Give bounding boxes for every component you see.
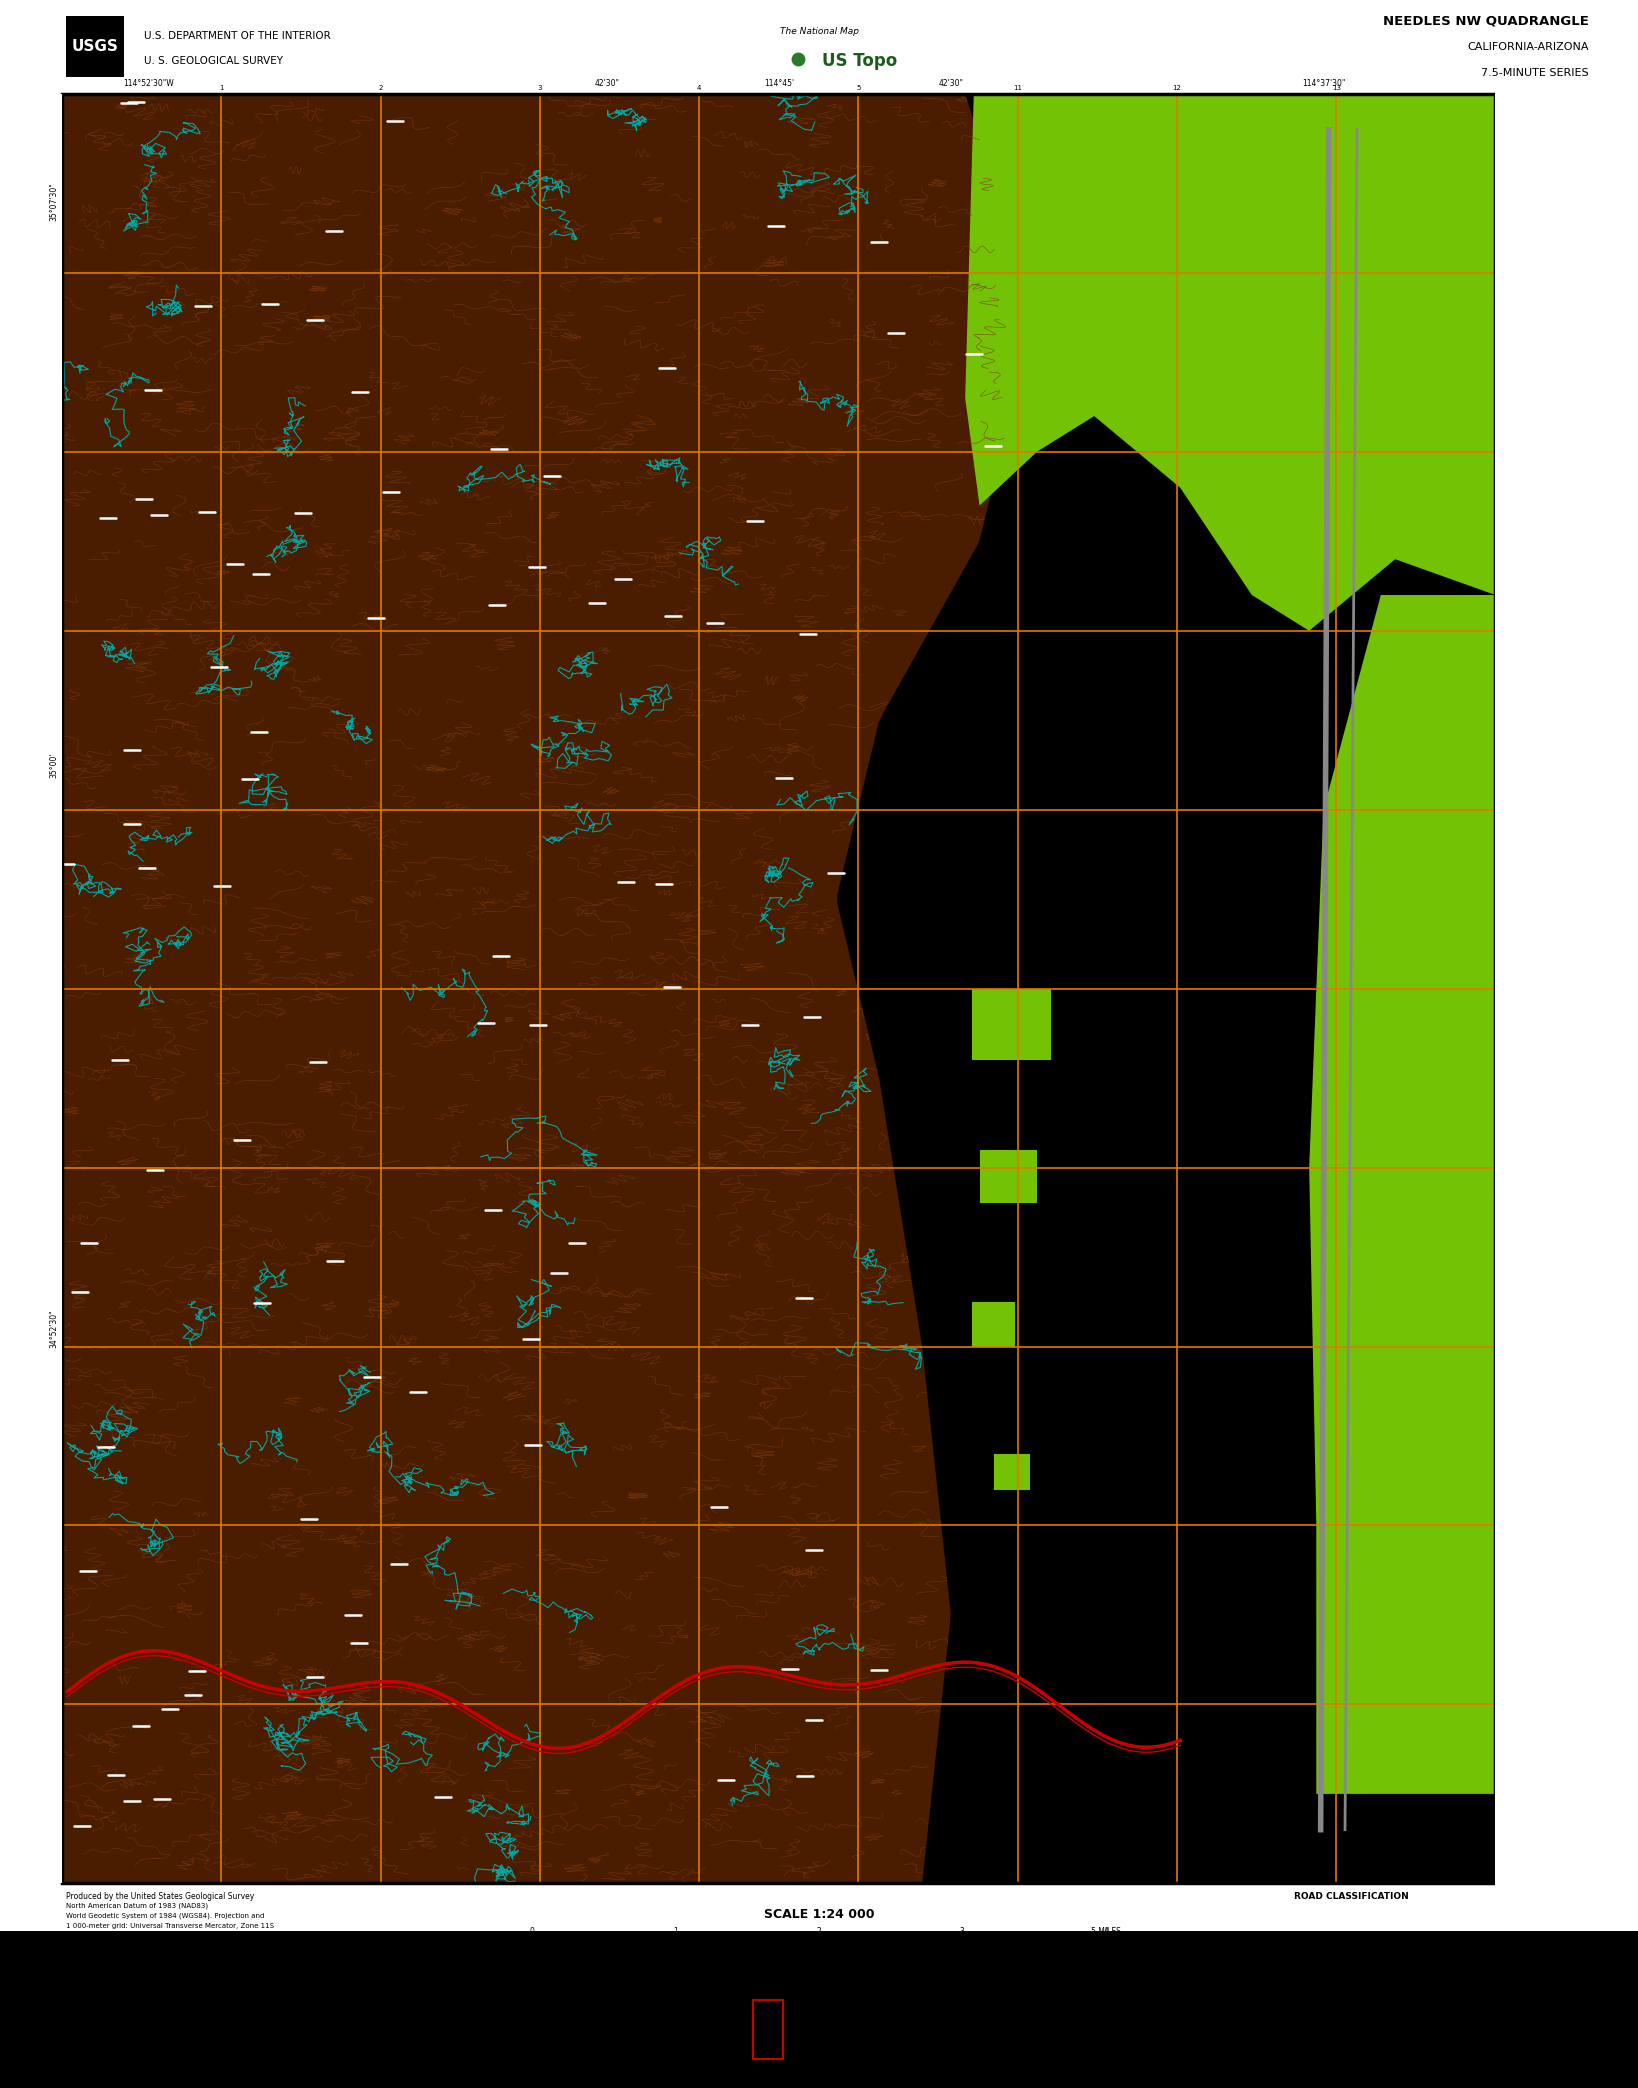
Text: 0: 0 xyxy=(531,1927,534,1936)
Text: 13: 13 xyxy=(1332,86,1342,92)
Text: ROAD CLASSIFICATION: ROAD CLASSIFICATION xyxy=(1294,1892,1409,1900)
Text: The National Map: The National Map xyxy=(780,27,858,35)
Bar xyxy=(1034,1938,1106,1954)
Polygon shape xyxy=(965,94,1495,631)
Text: 12: 12 xyxy=(1173,86,1181,92)
Text: KILOMETERS: KILOMETERS xyxy=(794,1956,844,1967)
Text: 3: 3 xyxy=(960,1927,965,1936)
Bar xyxy=(62,94,1495,1883)
Text: 1 000-meter grid: Universal Transverse Mercator, Zone 11S: 1 000-meter grid: Universal Transverse M… xyxy=(66,1923,274,1929)
Text: NEEDLES NW QUADRANGLE: NEEDLES NW QUADRANGLE xyxy=(1382,15,1589,27)
Text: 114°45': 114°45' xyxy=(763,79,794,88)
Bar xyxy=(973,990,1052,1061)
Bar xyxy=(994,1453,1030,1489)
Bar xyxy=(753,2000,783,2059)
Bar xyxy=(604,1938,676,1954)
Text: 1: 1 xyxy=(219,86,224,92)
Text: 4: 4 xyxy=(698,86,701,92)
Bar xyxy=(66,17,124,77)
Polygon shape xyxy=(62,94,1022,1883)
Bar xyxy=(891,1938,963,1954)
Bar xyxy=(747,1938,819,1954)
Text: U. S. GEOLOGICAL SURVEY: U. S. GEOLOGICAL SURVEY xyxy=(144,56,283,67)
Text: 3: 3 xyxy=(537,86,542,92)
Text: 4: 4 xyxy=(1104,1927,1107,1936)
Text: U.S. DEPARTMENT OF THE INTERIOR: U.S. DEPARTMENT OF THE INTERIOR xyxy=(144,31,331,40)
Text: 2: 2 xyxy=(817,1927,821,1936)
Text: 34°52'30": 34°52'30" xyxy=(49,1309,59,1349)
Bar xyxy=(1495,0,1638,2088)
Bar xyxy=(819,1938,891,1954)
Bar xyxy=(973,1301,1016,1347)
Bar xyxy=(0,94,62,1883)
Text: 11: 11 xyxy=(1014,86,1022,92)
Text: 42'30": 42'30" xyxy=(595,79,619,88)
Text: 2: 2 xyxy=(378,86,383,92)
Text: North American Datum of 1983 (NAD83): North American Datum of 1983 (NAD83) xyxy=(66,1902,208,1908)
Bar xyxy=(62,94,1495,1883)
Bar xyxy=(0,1931,1638,2088)
Bar xyxy=(980,1150,1037,1203)
Text: 7.5-MINUTE SERIES: 7.5-MINUTE SERIES xyxy=(1481,69,1589,77)
Text: 35°00': 35°00' xyxy=(49,752,59,777)
Text: 5: 5 xyxy=(857,86,860,92)
Text: 35°07'30": 35°07'30" xyxy=(49,182,59,221)
Text: 42'30": 42'30" xyxy=(939,79,963,88)
Text: 1: 1 xyxy=(673,1927,678,1936)
Bar xyxy=(963,1938,1034,1954)
Bar xyxy=(532,1938,604,1954)
Text: World Geodetic System of 1984 (WGS84). Projection and: World Geodetic System of 1984 (WGS84). P… xyxy=(66,1913,264,1919)
Text: Produced by the United States Geological Survey: Produced by the United States Geological… xyxy=(66,1892,254,1900)
Text: 114°37'30": 114°37'30" xyxy=(1302,79,1345,88)
Text: US Topo: US Topo xyxy=(822,52,898,71)
Text: SCALE 1:24 000: SCALE 1:24 000 xyxy=(763,1908,875,1921)
Text: 5 MILES: 5 MILES xyxy=(1091,1927,1120,1936)
Text: 114°52'30"W: 114°52'30"W xyxy=(123,79,174,88)
Polygon shape xyxy=(1309,595,1495,1794)
Bar xyxy=(676,1938,747,1954)
Text: CALIFORNIA-ARIZONA: CALIFORNIA-ARIZONA xyxy=(1468,42,1589,52)
Text: USGS: USGS xyxy=(72,40,118,54)
